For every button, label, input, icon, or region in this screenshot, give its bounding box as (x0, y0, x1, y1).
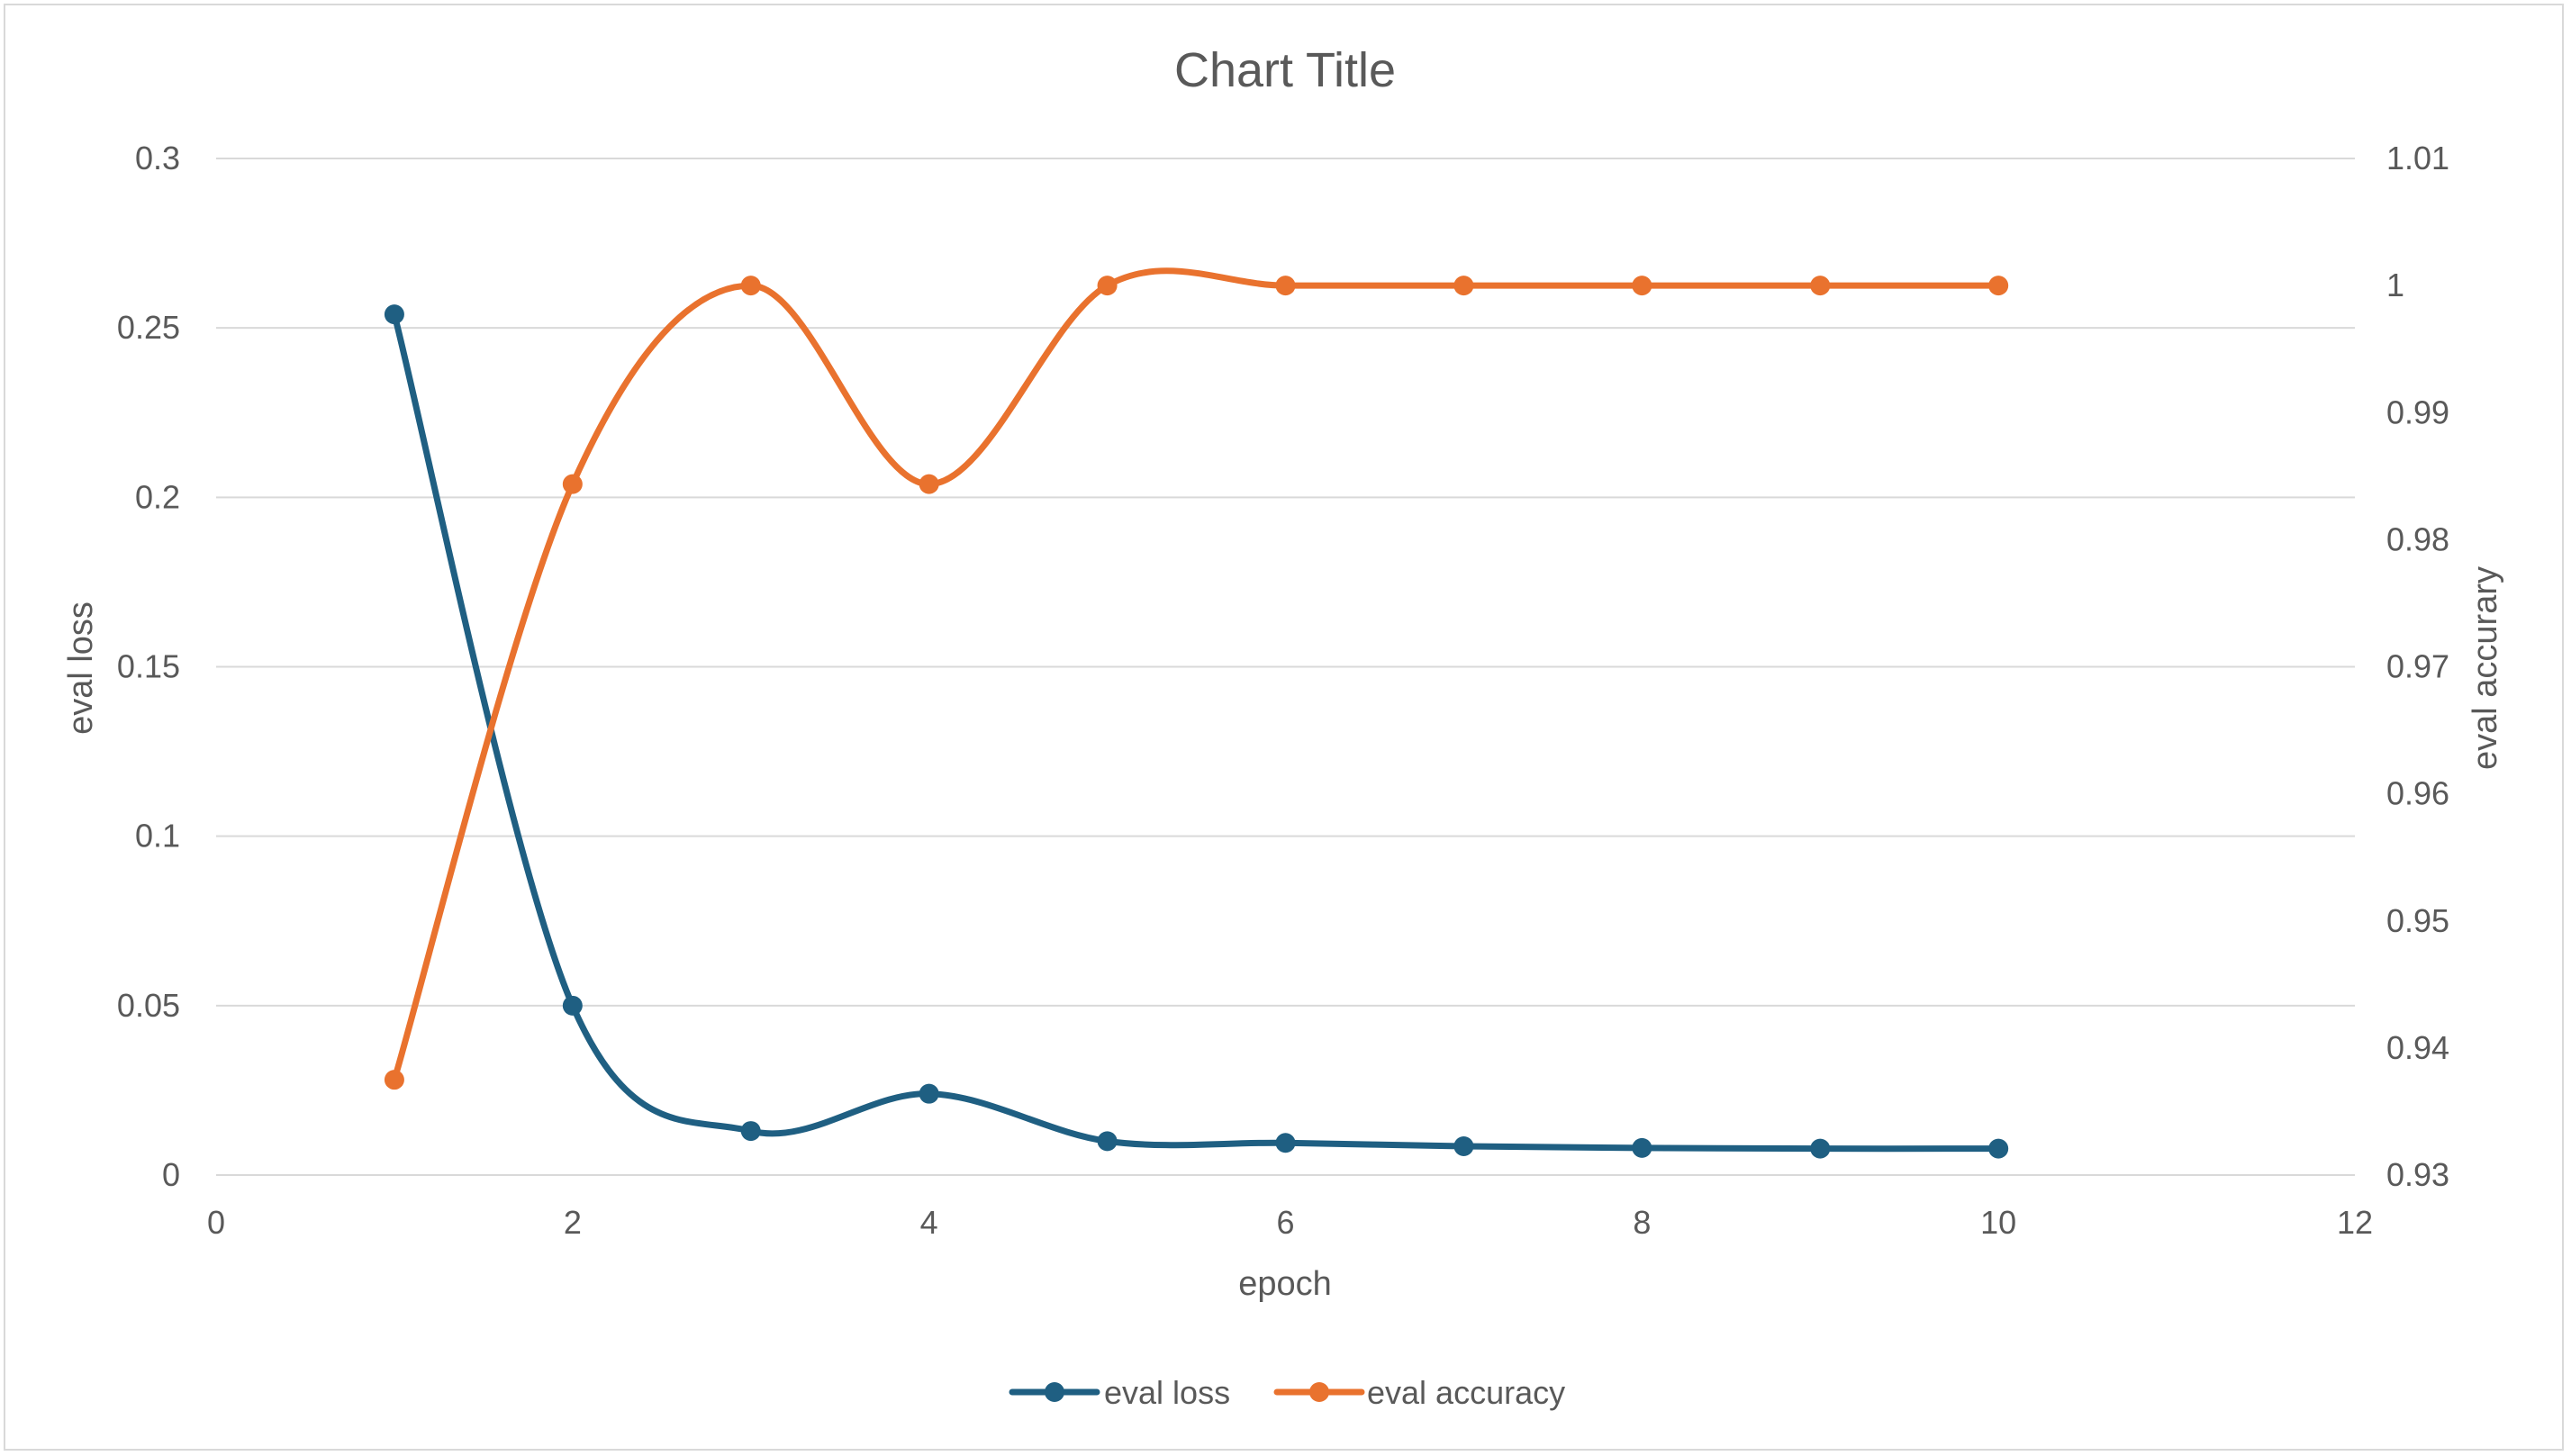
x-tick-label: 10 (1980, 1204, 2016, 1241)
y-tick-label: 0 (162, 1156, 180, 1193)
data-point-eval-accuracy[interactable] (1453, 276, 1474, 296)
data-point-eval-loss[interactable] (1988, 1138, 2009, 1159)
data-point-eval-loss[interactable] (562, 995, 583, 1016)
data-point-eval-accuracy[interactable] (1988, 276, 2009, 296)
y-tick-label: 0.05 (117, 987, 180, 1024)
data-point-eval-loss[interactable] (1453, 1136, 1474, 1157)
legend-item-eval-accuracy[interactable]: eval accuracy (1273, 1374, 1565, 1411)
y2-tick-label: 0.95 (2386, 902, 2449, 939)
legend-marker-eval-accuracy (1309, 1382, 1329, 1402)
y2-axis-label: eval accurary (2467, 566, 2504, 770)
data-point-eval-accuracy[interactable] (919, 474, 939, 494)
legend: eval loss eval accuracy (1009, 1374, 1565, 1411)
series-line-eval-loss (391, 311, 2002, 1153)
data-point-eval-accuracy[interactable] (1097, 276, 1118, 296)
y2-tick-label: 1.01 (2386, 140, 2449, 176)
data-point-eval-loss[interactable] (740, 1121, 761, 1142)
y-tick-label: 0.25 (117, 309, 180, 346)
tick-labels: 0 0.05 0.1 0.15 0.2 0.25 0.3 0.93 0.94 0.95 0.96 0.… (117, 140, 2449, 1241)
x-tick-label: 2 (564, 1204, 582, 1241)
chart-frame (4, 4, 2564, 1451)
y2-tick-label: 0.98 (2386, 520, 2449, 557)
y-tick-label: 0.2 (135, 478, 180, 515)
legend-marker-eval-loss (1045, 1382, 1064, 1402)
data-point-eval-loss[interactable] (919, 1083, 939, 1104)
y-tick-label: 0.15 (117, 648, 180, 685)
y-tick-label: 0.1 (135, 818, 180, 855)
legend-label-eval-accuracy: eval accuracy (1367, 1374, 1565, 1411)
data-points (384, 276, 2009, 1159)
data-point-eval-loss[interactable] (1275, 1133, 1296, 1153)
data-point-eval-accuracy[interactable] (384, 1070, 404, 1090)
gridlines (216, 158, 2355, 1176)
series-lines (391, 267, 2002, 1153)
data-point-eval-accuracy[interactable] (1632, 276, 1652, 296)
data-point-eval-loss[interactable] (1097, 1131, 1118, 1152)
data-point-eval-loss[interactable] (1632, 1137, 1652, 1158)
legend-label-eval-loss: eval loss (1104, 1374, 1230, 1411)
y2-tick-label: 0.96 (2386, 775, 2449, 812)
x-tick-label: 8 (1633, 1204, 1651, 1241)
y-tick-label: 0.3 (135, 140, 180, 176)
x-axis-label: epoch (1238, 1265, 1332, 1303)
y-axis-label: eval loss (62, 601, 100, 735)
data-point-eval-loss[interactable] (1810, 1138, 1831, 1159)
series-line-eval-accuracy (391, 267, 2002, 1083)
data-point-eval-accuracy[interactable] (1275, 276, 1296, 296)
y2-tick-label: 0.97 (2386, 648, 2449, 685)
x-tick-label: 6 (1276, 1204, 1294, 1241)
data-point-eval-accuracy[interactable] (562, 474, 583, 494)
y2-tick-label: 0.94 (2386, 1029, 2449, 1066)
y2-tick-label: 0.93 (2386, 1156, 2449, 1193)
data-point-eval-loss[interactable] (384, 304, 404, 325)
y2-tick-label: 1 (2386, 267, 2404, 303)
chart-title: Chart Title (1174, 43, 1396, 97)
y2-tick-label: 0.99 (2386, 393, 2449, 430)
x-tick-label: 12 (2337, 1204, 2373, 1241)
legend-item-eval-loss[interactable]: eval loss (1009, 1374, 1230, 1411)
data-point-eval-accuracy[interactable] (1810, 276, 1831, 296)
data-point-eval-accuracy[interactable] (740, 276, 761, 296)
x-tick-label: 0 (207, 1204, 225, 1241)
x-tick-label: 4 (920, 1204, 938, 1241)
